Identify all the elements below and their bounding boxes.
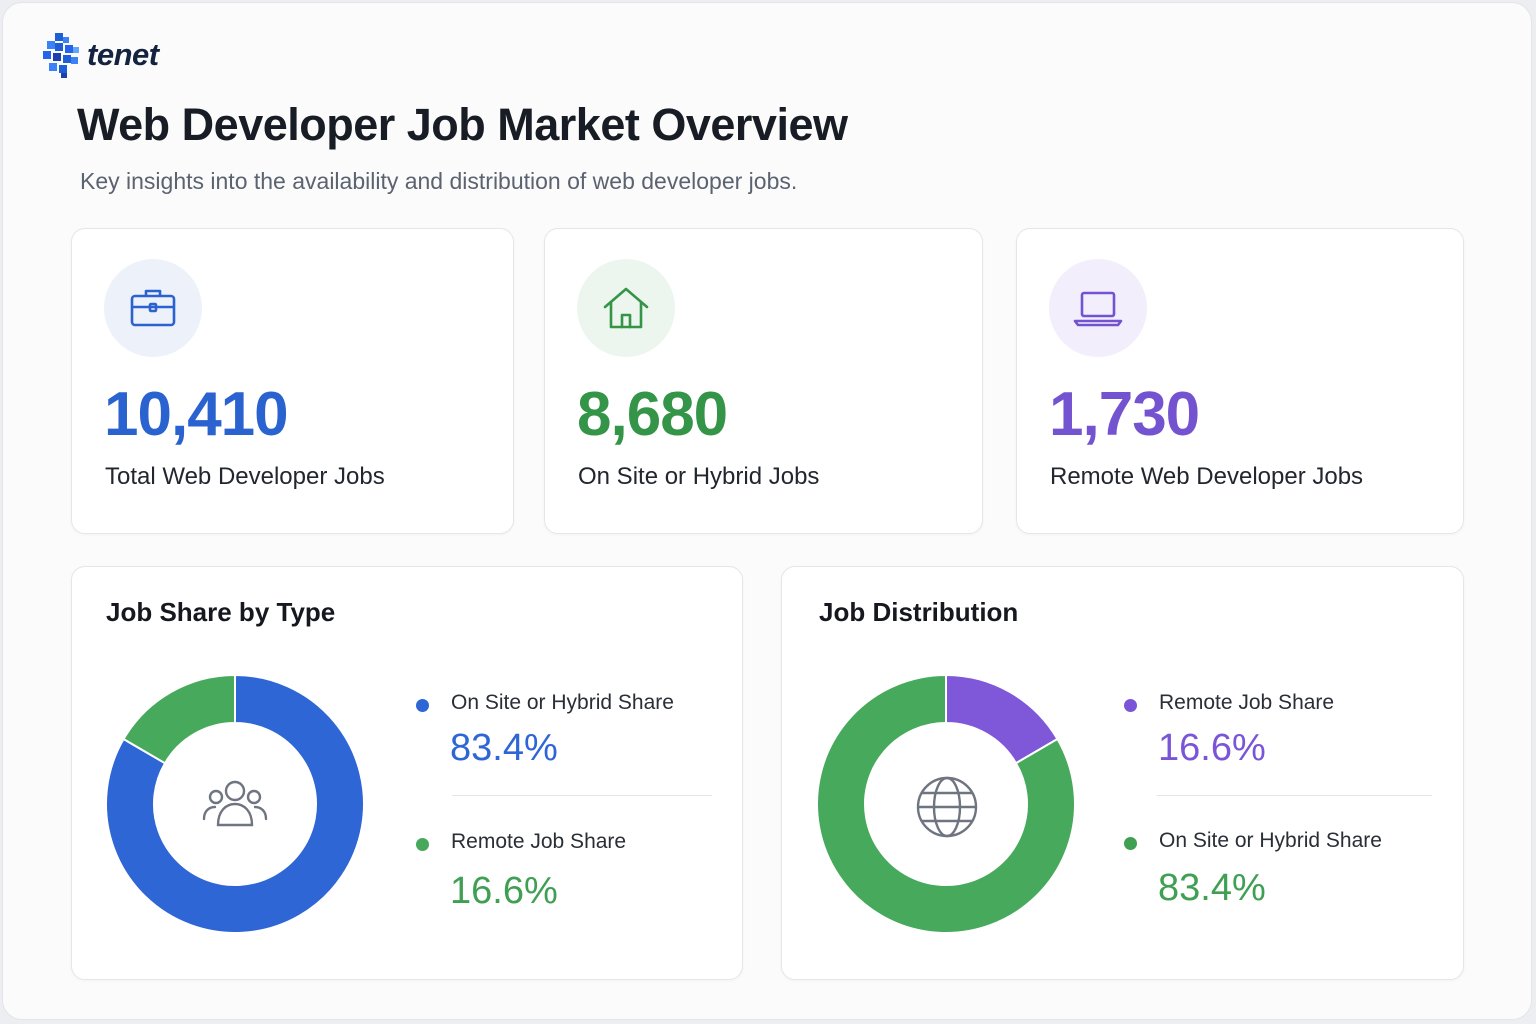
donut-hole	[865, 723, 1027, 885]
panel-job-share-by-type: Job Share by Type On Site or Hybrid Shar…	[71, 566, 743, 980]
users-icon	[202, 780, 268, 827]
legend-label: Remote Job Share	[1159, 691, 1335, 714]
stat-value: 8,680	[577, 380, 728, 449]
briefcase-icon	[130, 289, 176, 327]
globe-icon	[916, 776, 978, 838]
legend-dot	[1124, 699, 1137, 712]
stat-label: Remote Web Developer Jobs	[1050, 463, 1364, 490]
legend-label: Remote Job Share	[451, 830, 627, 853]
legend-value: 83.4%	[1158, 867, 1266, 909]
panel-job-distribution: Job Distribution Remote Job Share 16.6% …	[781, 566, 1464, 980]
legend-label: On Site or Hybrid Share	[451, 691, 674, 714]
legend-divider	[1157, 795, 1432, 796]
legend-value: 16.6%	[450, 870, 558, 912]
page-title: Web Developer Job Market Overview	[77, 99, 848, 150]
stat-value: 10,410	[104, 380, 289, 449]
donut-chart-job-distribution	[816, 673, 1076, 934]
stat-card-onsite-jobs: 8,680 On Site or Hybrid Jobs	[544, 228, 983, 534]
panel-title: Job Distribution	[819, 597, 1019, 627]
page-subtitle: Key insights into the availability and d…	[80, 168, 798, 194]
stat-card-total-jobs: 10,410 Total Web Developer Jobs	[71, 228, 514, 534]
house-icon	[603, 287, 649, 329]
laptop-icon	[1073, 291, 1123, 327]
stat-icon-badge	[577, 259, 675, 357]
stat-label: On Site or Hybrid Jobs	[578, 463, 820, 490]
stat-card-remote-jobs: 1,730 Remote Web Developer Jobs	[1016, 228, 1464, 534]
brand-logo[interactable]: tenet	[41, 31, 159, 79]
stat-value: 1,730	[1049, 380, 1200, 449]
tenet-logo-icon	[43, 33, 79, 78]
brand-name: tenet	[87, 37, 159, 72]
legend-label: On Site or Hybrid Share	[1159, 829, 1382, 852]
legend-dot	[416, 699, 429, 712]
stat-label: Total Web Developer Jobs	[105, 463, 385, 490]
legend-dot	[1124, 837, 1137, 850]
stat-icon-badge	[104, 259, 202, 357]
legend-divider	[452, 795, 712, 796]
legend-dot	[416, 838, 429, 851]
legend-value: 83.4%	[450, 727, 558, 769]
panel-title: Job Share by Type	[106, 597, 336, 627]
stat-icon-badge	[1049, 259, 1147, 357]
legend-value: 16.6%	[1158, 727, 1266, 769]
